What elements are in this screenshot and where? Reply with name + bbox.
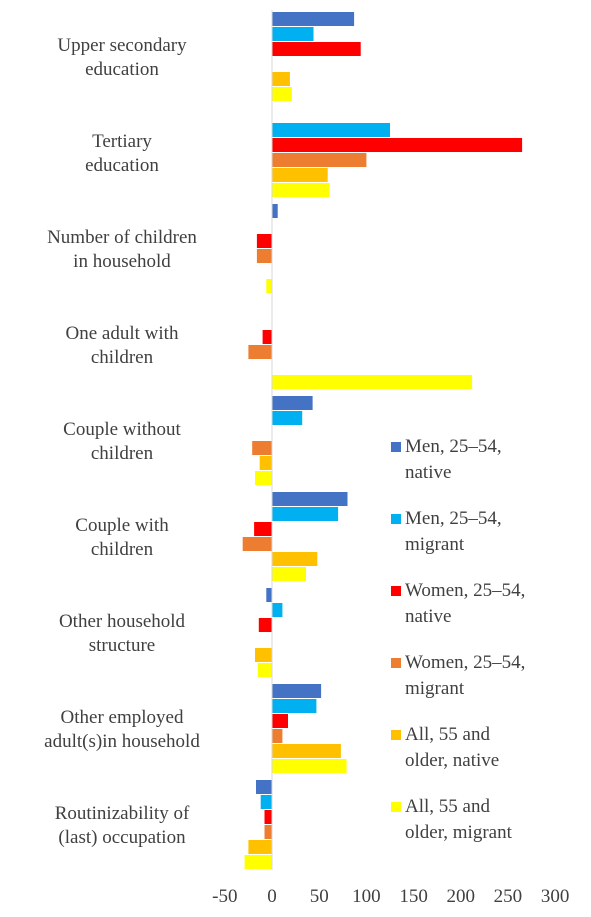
bar xyxy=(258,618,272,632)
bar xyxy=(272,603,283,617)
bar xyxy=(266,588,272,602)
bar xyxy=(272,27,314,41)
legend-label: Men, 25–54, native xyxy=(405,436,502,483)
legend-swatch xyxy=(391,802,401,812)
bar xyxy=(272,123,390,137)
legend-swatch xyxy=(391,730,401,740)
legend-label: All, 55 and older, native xyxy=(405,724,499,771)
legend-swatch xyxy=(391,514,401,524)
bar xyxy=(255,648,272,662)
bar xyxy=(264,825,272,839)
x-tick-label: 300 xyxy=(541,886,570,907)
bar xyxy=(272,714,288,728)
bar xyxy=(266,279,272,293)
category-labels: Upper secondary education Tertiary educatio… xyxy=(44,35,200,848)
bar xyxy=(272,411,303,425)
x-tick-label: -50 xyxy=(212,886,237,907)
legend: Men, 25–54, native Men, 25–54, migrant Women… xyxy=(391,436,525,843)
bar xyxy=(272,204,278,218)
legend-swatch xyxy=(391,658,401,668)
bar xyxy=(272,492,348,506)
bar xyxy=(272,87,292,101)
legend-label: Women, 25–54, migrant xyxy=(405,652,525,699)
legend-label: All, 55 and older, migrant xyxy=(405,796,513,843)
legend-swatch xyxy=(391,586,401,596)
x-tick-label: 250 xyxy=(494,886,523,907)
x-tick-label: 100 xyxy=(352,886,381,907)
category-label: Tertiary education xyxy=(85,131,159,176)
bar xyxy=(259,456,272,470)
bar xyxy=(262,330,272,344)
x-tick-label: 50 xyxy=(310,886,329,907)
bar xyxy=(272,684,322,698)
category-label: Couple without children xyxy=(63,419,181,464)
bar xyxy=(248,345,272,359)
bar xyxy=(272,12,355,26)
bar xyxy=(272,183,330,197)
bar xyxy=(272,699,317,713)
category-label: One adult with children xyxy=(66,323,179,368)
bar xyxy=(264,810,272,824)
bar xyxy=(257,663,272,677)
bar xyxy=(256,249,272,263)
category-label: Couple with children xyxy=(75,515,169,560)
bar xyxy=(242,537,272,551)
bar xyxy=(256,234,272,248)
category-label: Upper secondary education xyxy=(57,35,187,80)
bar xyxy=(255,471,272,485)
bar xyxy=(272,72,290,86)
bar xyxy=(272,168,328,182)
bar xyxy=(248,840,272,854)
bar xyxy=(272,375,473,389)
bar xyxy=(272,153,367,167)
x-tick-label: 150 xyxy=(399,886,428,907)
bar xyxy=(272,552,318,566)
bar xyxy=(272,138,523,152)
x-tick-label: 0 xyxy=(267,886,277,907)
category-label: Other household structure xyxy=(59,611,186,656)
bar xyxy=(244,855,272,869)
bar xyxy=(272,744,341,758)
bar xyxy=(272,507,339,521)
legend-label: Men, 25–54, migrant xyxy=(405,508,502,555)
legend-swatch xyxy=(391,442,401,452)
bar xyxy=(272,729,283,743)
bar xyxy=(254,522,272,536)
bar xyxy=(272,759,347,773)
bar xyxy=(272,42,361,56)
bar xyxy=(260,795,272,809)
bars-group xyxy=(242,12,523,869)
category-label: Routinizability of (last) occupation xyxy=(55,803,190,848)
category-label: Number of children in household xyxy=(47,227,197,272)
legend-label: Women, 25–54, native xyxy=(405,580,525,627)
bar xyxy=(272,396,313,410)
x-tick-labels: -50 0 50 100 150 200 250 300 xyxy=(212,886,569,907)
x-tick-label: 200 xyxy=(446,886,475,907)
bar xyxy=(252,441,272,455)
bar xyxy=(272,567,306,581)
bar xyxy=(256,780,272,794)
category-label: Other employed adult(s)in household xyxy=(44,707,200,752)
